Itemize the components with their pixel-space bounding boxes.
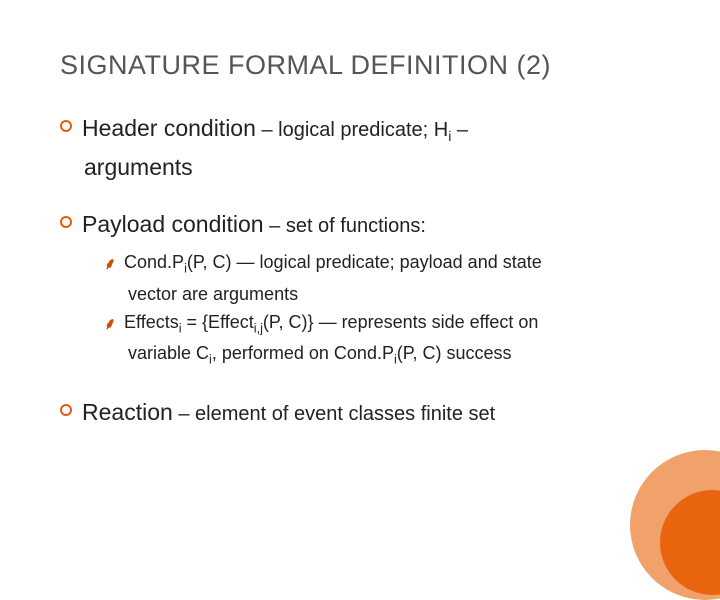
- ring-bullet-icon: [60, 216, 72, 228]
- wave-bullet-icon: ⸙: [104, 312, 116, 334]
- bullet-text: Header condition – logical predicate; Hi…: [82, 113, 468, 146]
- bullet-rest: – element of event classes finite set: [173, 403, 495, 425]
- sub-bullet-text: Cond.Pi(P, C) — logical predicate; paylo…: [124, 250, 542, 278]
- bullet-lead: Reaction: [82, 399, 173, 425]
- ring-bullet-icon: [60, 120, 72, 132]
- bullet-continuation: arguments: [84, 152, 670, 183]
- slide: SIGNATURE FORMAL DEFINITION (2) Header c…: [0, 0, 720, 540]
- bullet-rest: – set of functions:: [264, 215, 426, 237]
- sub-list: ⸙ Cond.Pi(P, C) — logical predicate; pay…: [104, 250, 670, 369]
- bullet-payload-condition: Payload condition – set of functions:: [60, 209, 670, 240]
- sub-bullet-continuation: vector are arguments: [128, 282, 670, 306]
- slide-title: SIGNATURE FORMAL DEFINITION (2): [60, 50, 670, 81]
- sub-bullet-continuation: variable Ci, performed on Cond.Pi(P, C) …: [128, 341, 670, 369]
- wave-bullet-icon: ⸙: [104, 252, 116, 274]
- sub-bullet-condp: ⸙ Cond.Pi(P, C) — logical predicate; pay…: [104, 250, 670, 278]
- bullet-lead: Payload condition: [82, 211, 264, 237]
- bullet-text: Reaction – element of event classes fini…: [82, 397, 495, 428]
- bullet-rest: – logical predicate; Hi –: [256, 119, 468, 141]
- sub-bullet-text: Effectsi = {Effecti,j(P, C)} — represent…: [124, 310, 538, 338]
- bullet-reaction: Reaction – element of event classes fini…: [60, 397, 670, 428]
- ring-bullet-icon: [60, 404, 72, 416]
- sub-bullet-effects: ⸙ Effectsi = {Effecti,j(P, C)} — represe…: [104, 310, 670, 338]
- bullet-text: Payload condition – set of functions:: [82, 209, 426, 240]
- bullet-header-condition: Header condition – logical predicate; Hi…: [60, 113, 670, 146]
- bullet-lead: Header condition: [82, 115, 256, 141]
